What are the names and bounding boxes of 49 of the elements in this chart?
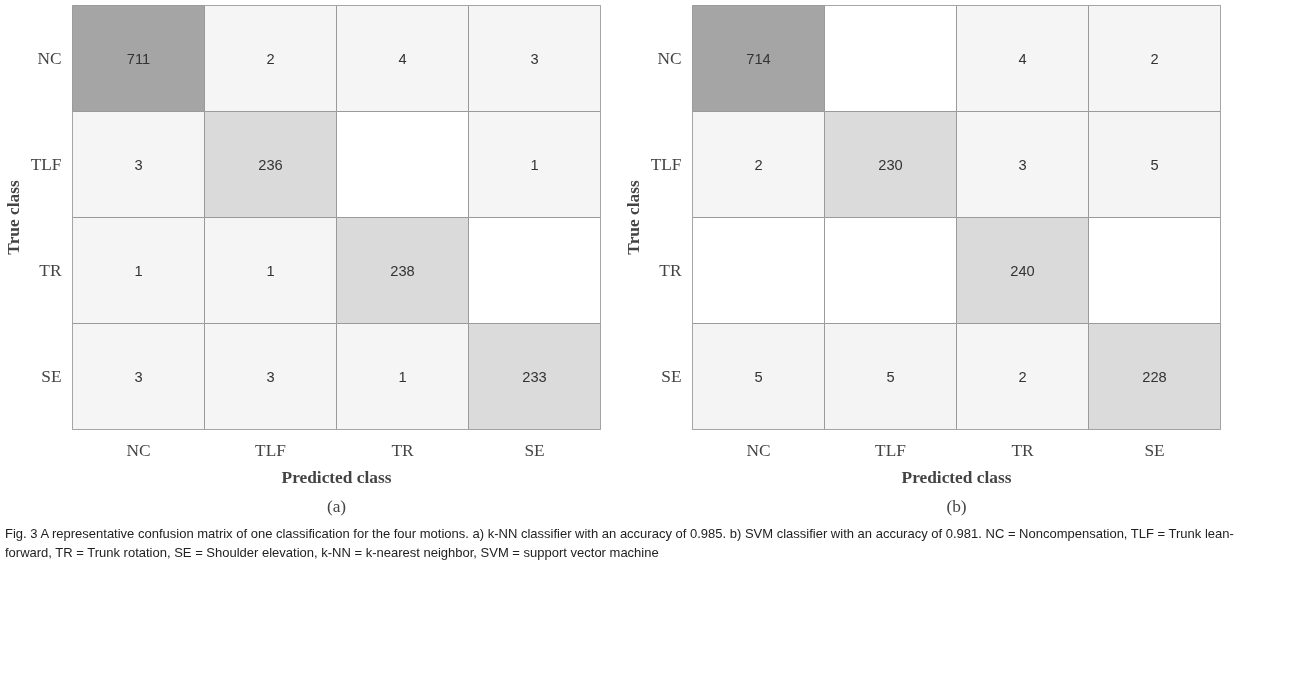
x-tick-label: TR [391,440,415,460]
x-tick-label: NC [746,440,771,460]
data-label: 1 [530,156,539,173]
x-tick-label: TLF [875,440,907,460]
y-tick-label: TR [39,261,62,280]
data-label: 2 [754,156,763,173]
y-tick-label: NC [657,49,682,68]
y-tick-label: SE [661,367,682,386]
x-tick-label: TLF [255,440,287,460]
data-label: 711 [126,50,151,67]
data-label: 238 [390,262,415,279]
y-axis-title: True class [3,180,23,255]
y-tick-label: TLF [30,155,62,174]
x-tick-label: NC [126,440,151,460]
data-label: 3 [134,368,143,385]
data-label: 236 [258,156,283,173]
data-label: 4 [1018,50,1027,67]
data-label: 1 [134,262,143,279]
data-label: 240 [1010,262,1035,279]
x-tick-label: SE [1144,440,1165,460]
data-label: 233 [522,368,547,385]
y-tick-label: TLF [650,155,682,174]
x-tick-label: TR [1011,440,1035,460]
data-label: 2 [266,50,275,67]
data-label: 5 [754,368,763,385]
data-label: 5 [886,368,895,385]
data-label: 2 [1018,368,1027,385]
y-tick-label: SE [41,367,62,386]
data-label: 228 [1142,368,1167,385]
data-label: 3 [134,156,143,173]
data-label: 3 [1018,156,1027,173]
y-tick-label: TR [659,261,682,280]
y-axis-title: True class [623,180,643,255]
data-label: 3 [530,50,539,67]
data-label: 230 [878,156,903,173]
y-tick-label: NC [37,49,62,68]
data-label: 1 [398,368,407,385]
data-label: 5 [1150,156,1159,173]
data-label: 2 [1150,50,1159,67]
caption: Fig. 3 A representative confusion matrix of one classification for the four motions. a) k-NN classifier with an accuracy of 0.985. b) SVM classifier with an accuracy of 0.981. NC = Noncompensation, TLF = Trunk lean-forward, TR = Trunk rotation, SE = Shoulder elevation, k-NN = k-nearest neighbor, SVM = support vector machine [5,525,1235,562]
text: (a) [326,496,347,516]
data-label: 3 [266,368,275,385]
x-axis-title: Predicted class [901,467,1012,487]
data-label: 4 [398,50,407,67]
data-label: 714 [746,50,771,67]
text: (b) [946,496,967,516]
x-tick-label: SE [524,440,545,460]
data-label: 1 [266,262,275,279]
x-axis-title: Predicted class [281,467,392,487]
